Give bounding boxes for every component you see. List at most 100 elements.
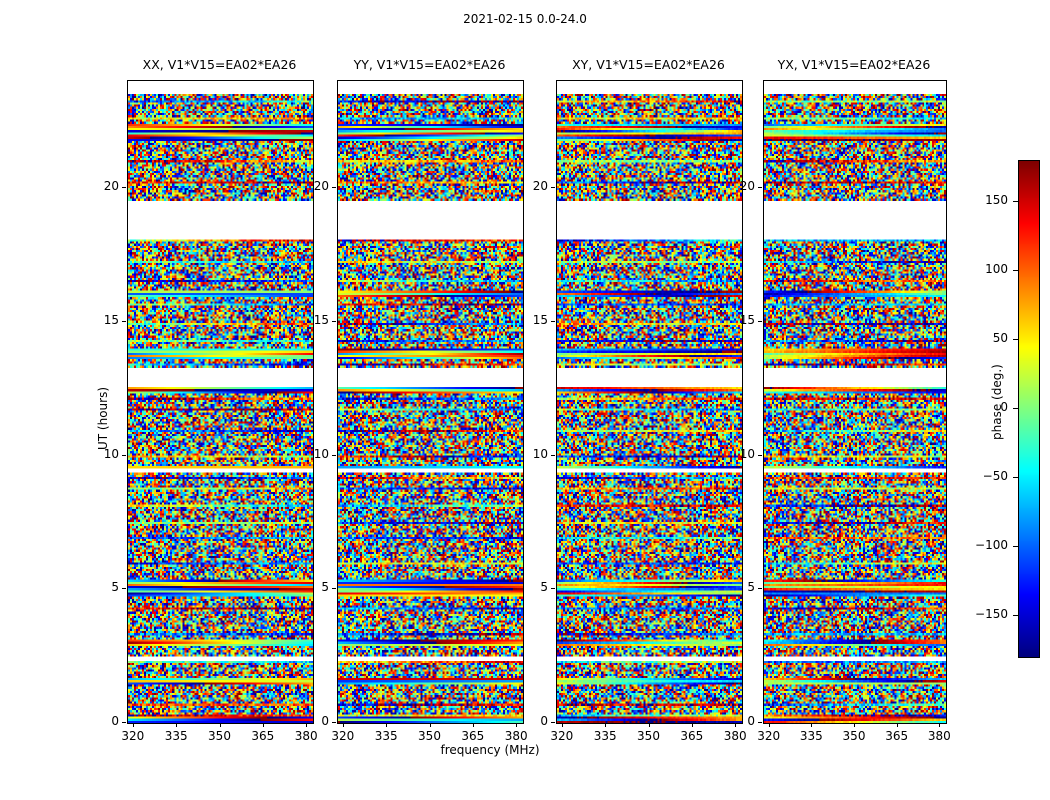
heatmap-canvas-xx: [128, 81, 313, 723]
y-tick-mark: [758, 588, 762, 589]
heatmap-panel-xx[interactable]: [127, 80, 314, 724]
colorbar-tick-mark: [1013, 477, 1018, 478]
y-tick-label: 10: [103, 446, 119, 461]
x-tick-label: 350: [418, 729, 441, 743]
colorbar-tick-label: −100: [975, 537, 1008, 552]
y-tick-mark: [122, 455, 126, 456]
x-tick-label: 335: [593, 729, 617, 743]
colorbar-tick-label: 50: [992, 331, 1008, 346]
heatmap-panel-xy[interactable]: [556, 80, 743, 724]
y-tick-label: 0: [111, 714, 119, 728]
x-tick-label: 320: [550, 729, 574, 743]
panel-title-xy: XY, V1*V15=EA02*EA26: [572, 57, 725, 72]
x-tick-label: 380: [723, 729, 747, 743]
x-tick-label: 365: [251, 729, 275, 743]
colorbar-tick-mark: [1013, 546, 1018, 547]
x-tick-label: 335: [799, 729, 823, 743]
panel-title-yx: YX, V1*V15=EA02*EA26: [777, 57, 931, 72]
colorbar-tick-label: −50: [982, 468, 1008, 483]
y-tick-mark: [551, 187, 555, 188]
x-tick-label: 320: [331, 729, 355, 743]
x-tick-label: 335: [164, 729, 188, 743]
heatmap-canvas-yy: [338, 81, 523, 723]
colorbar-tick-label: 100: [985, 262, 1008, 277]
colorbar-tick-mark: [1013, 408, 1018, 409]
y-tick-label: 5: [540, 580, 548, 595]
y-tick-label: 15: [103, 312, 119, 327]
colorbar-tick-label: 150: [985, 193, 1008, 208]
y-tick-mark: [332, 588, 336, 589]
y-tick-mark: [332, 321, 336, 322]
colorbar-tick-mark: [1013, 615, 1018, 616]
panel-title-yy: YY, V1*V15=EA02*EA26: [353, 57, 506, 72]
heatmap-panel-yx[interactable]: [763, 80, 947, 724]
y-tick-label: 15: [313, 312, 329, 327]
y-tick-label: 20: [739, 179, 755, 193]
x-tick-mark: [473, 723, 474, 727]
y-tick-label: 20: [532, 179, 548, 193]
y-tick-label: 20: [313, 179, 329, 193]
y-tick-label: 5: [321, 580, 329, 595]
y-tick-label: 0: [747, 714, 755, 728]
x-tick-label: 365: [461, 729, 485, 743]
x-tick-mark: [516, 723, 517, 727]
x-tick-label: 320: [121, 729, 145, 743]
x-tick-mark: [133, 723, 134, 727]
y-tick-mark: [551, 722, 555, 723]
y-tick-mark: [122, 321, 126, 322]
x-tick-mark: [897, 723, 898, 727]
colorbar-tick-label: 0: [1000, 400, 1008, 414]
heatmap-panel-yy[interactable]: [337, 80, 524, 724]
heatmap-canvas-xy: [557, 81, 742, 723]
y-tick-mark: [758, 187, 762, 188]
colorbar-gradient: [1019, 161, 1039, 657]
x-tick-label: 380: [294, 729, 318, 743]
x-tick-mark: [811, 723, 812, 727]
colorbar-tick-label: −150: [975, 606, 1008, 621]
x-tick-mark: [562, 723, 563, 727]
y-tick-label: 10: [313, 446, 329, 461]
x-tick-mark: [605, 723, 606, 727]
x-tick-label: 380: [504, 729, 528, 743]
x-tick-mark: [854, 723, 855, 727]
y-tick-label: 10: [739, 446, 755, 461]
y-tick-mark: [758, 321, 762, 322]
y-tick-mark: [332, 187, 336, 188]
y-tick-mark: [758, 722, 762, 723]
colorbar-tick-mark: [1013, 339, 1018, 340]
x-tick-mark: [692, 723, 693, 727]
y-tick-mark: [122, 588, 126, 589]
y-tick-mark: [551, 588, 555, 589]
figure-suptitle: 2021-02-15 0.0-24.0: [463, 12, 587, 26]
x-tick-mark: [343, 723, 344, 727]
x-tick-mark: [939, 723, 940, 727]
y-tick-mark: [758, 455, 762, 456]
x-tick-label: 350: [208, 729, 231, 743]
y-tick-label: 15: [532, 312, 548, 327]
x-tick-mark: [649, 723, 650, 727]
x-tick-label: 350: [842, 729, 866, 743]
heatmap-canvas-yx: [764, 81, 946, 723]
y-tick-mark: [122, 187, 126, 188]
x-tick-mark: [263, 723, 264, 727]
y-tick-label: 20: [103, 179, 119, 193]
y-tick-mark: [332, 722, 336, 723]
x-tick-mark: [769, 723, 770, 727]
colorbar-tick-mark: [1013, 201, 1018, 202]
panel-title-xx: XX, V1*V15=EA02*EA26: [142, 57, 297, 72]
x-tick-label: 380: [927, 729, 951, 743]
colorbar-tick-mark: [1013, 270, 1018, 271]
y-tick-label: 5: [111, 580, 119, 595]
x-tick-label: 365: [885, 729, 909, 743]
x-tick-mark: [386, 723, 387, 727]
x-tick-label: 320: [757, 729, 781, 743]
y-tick-mark: [551, 455, 555, 456]
x-tick-label: 335: [374, 729, 398, 743]
y-tick-mark: [551, 321, 555, 322]
y-tick-label: 0: [540, 714, 548, 728]
colorbar[interactable]: [1018, 160, 1040, 658]
y-tick-label: 10: [532, 446, 548, 461]
y-tick-mark: [122, 722, 126, 723]
x-tick-label: 350: [637, 729, 660, 743]
